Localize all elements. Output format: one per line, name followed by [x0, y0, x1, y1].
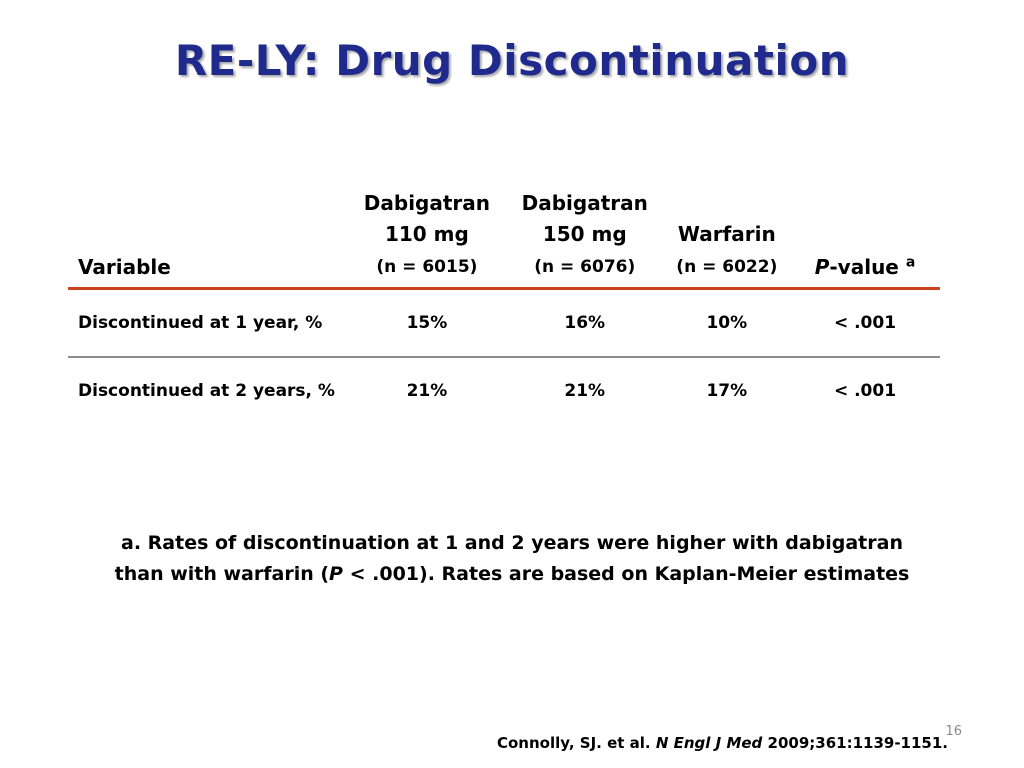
header-dab150-n: (n = 6076): [534, 257, 636, 277]
row-warfarin-value: 10%: [663, 288, 790, 358]
header-dab150-dose: 150 mg: [542, 222, 627, 246]
footnote-line-2-end: < .001). Rates are based on Kaplan-Meier…: [342, 563, 910, 585]
row-dab150-value: 21%: [564, 381, 606, 401]
header-dabigatran-110: Dabigatran 110 mg (n = 6015): [348, 188, 506, 290]
header-warfarin-name: Warfarin: [677, 222, 776, 246]
header-dab110-name: Dabigatran: [363, 191, 491, 215]
footnote: a. Rates of discontinuation at 1 and 2 y…: [0, 528, 1024, 590]
footnote-line-2: than with warfarin (P < .001). Rates are…: [0, 559, 1024, 590]
citation: Connolly, SJ. et al. N Engl J Med 2009;3…: [497, 734, 948, 752]
table-header: Variable Dabigatran 110 mg (n = 6015) Da…: [68, 188, 940, 290]
header-p-letter: P: [814, 255, 830, 279]
header-dab150-name: Dabigatran: [521, 191, 648, 215]
table-body: Discontinued at 1 year, % 15% 16% 10% < …: [68, 288, 940, 425]
header-row: Variable Dabigatran 110 mg (n = 6015) Da…: [68, 188, 940, 290]
row-dab110-value: 15%: [348, 288, 506, 358]
discontinuation-table-container: Variable Dabigatran 110 mg (n = 6015) Da…: [68, 188, 940, 424]
header-p-value: P-value a: [790, 188, 940, 290]
row-dab110-value: 21%: [406, 381, 448, 401]
citation-journal: N Engl J Med: [655, 734, 763, 752]
citation-details: 2009;361:1139-1151.: [762, 734, 948, 752]
page-number: 16: [945, 724, 962, 739]
header-p-footnote-mark: a: [905, 254, 916, 271]
row-variable: Discontinued at 2 years, %: [78, 381, 335, 401]
header-dab110-dose: 110 mg: [384, 222, 469, 246]
header-dab110-n: (n = 6015): [376, 257, 478, 277]
header-warfarin: Warfarin (n = 6022): [663, 188, 790, 290]
table-row: Discontinued at 1 year, % 15% 16% 10% < …: [68, 288, 940, 358]
footnote-line-2-start: than with warfarin (: [114, 563, 330, 585]
discontinuation-table: Variable Dabigatran 110 mg (n = 6015) Da…: [68, 188, 940, 424]
footnote-line-1: a. Rates of discontinuation at 1 and 2 y…: [121, 532, 903, 554]
slide-title: RE-LY: Drug Discontinuation: [174, 36, 850, 85]
citation-authors: Connolly, SJ. et al.: [496, 734, 656, 752]
row-dab150-value: 16%: [505, 288, 664, 358]
header-variable: Variable: [68, 188, 348, 290]
header-warfarin-n: (n = 6022): [676, 257, 778, 277]
row-p-value: < .001: [790, 288, 940, 358]
row-p-value: < .001: [833, 381, 897, 401]
row-variable: Discontinued at 1 year, %: [68, 288, 348, 358]
table-row: Discontinued at 2 years, % 21% 21% 17% <…: [68, 357, 940, 424]
header-p-rest: -value: [829, 255, 899, 279]
row-warfarin-value: 17%: [706, 381, 748, 401]
footnote-p-letter: P: [329, 563, 343, 585]
header-dabigatran-150: Dabigatran 150 mg (n = 6076): [505, 188, 664, 290]
